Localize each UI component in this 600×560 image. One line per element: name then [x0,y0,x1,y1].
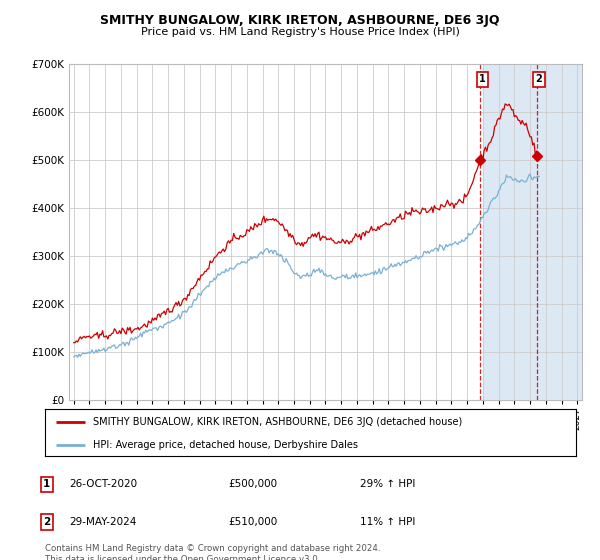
Text: SMITHY BUNGALOW, KIRK IRETON, ASHBOURNE, DE6 3JQ (detached house): SMITHY BUNGALOW, KIRK IRETON, ASHBOURNE,… [93,417,462,427]
Bar [483,64,582,400]
Text: 29% ↑ HPI: 29% ↑ HPI [360,479,415,489]
Text: £500,000: £500,000 [228,479,277,489]
Text: 29-MAY-2024: 29-MAY-2024 [69,517,136,527]
Text: HPI: Average price, detached house, Derbyshire Dales: HPI: Average price, detached house, Derb… [93,440,358,450]
Text: 1: 1 [43,479,50,489]
Text: Contains HM Land Registry data © Crown copyright and database right 2024.
This d: Contains HM Land Registry data © Crown c… [45,544,380,560]
Text: 26-OCT-2020: 26-OCT-2020 [69,479,137,489]
Text: 11% ↑ HPI: 11% ↑ HPI [360,517,415,527]
Text: 2: 2 [43,517,50,527]
Text: SMITHY BUNGALOW, KIRK IRETON, ASHBOURNE, DE6 3JQ: SMITHY BUNGALOW, KIRK IRETON, ASHBOURNE,… [100,14,500,27]
Text: 1: 1 [479,74,486,85]
Text: 2: 2 [536,74,542,85]
Text: Price paid vs. HM Land Registry's House Price Index (HPI): Price paid vs. HM Land Registry's House … [140,27,460,37]
Text: £510,000: £510,000 [228,517,277,527]
